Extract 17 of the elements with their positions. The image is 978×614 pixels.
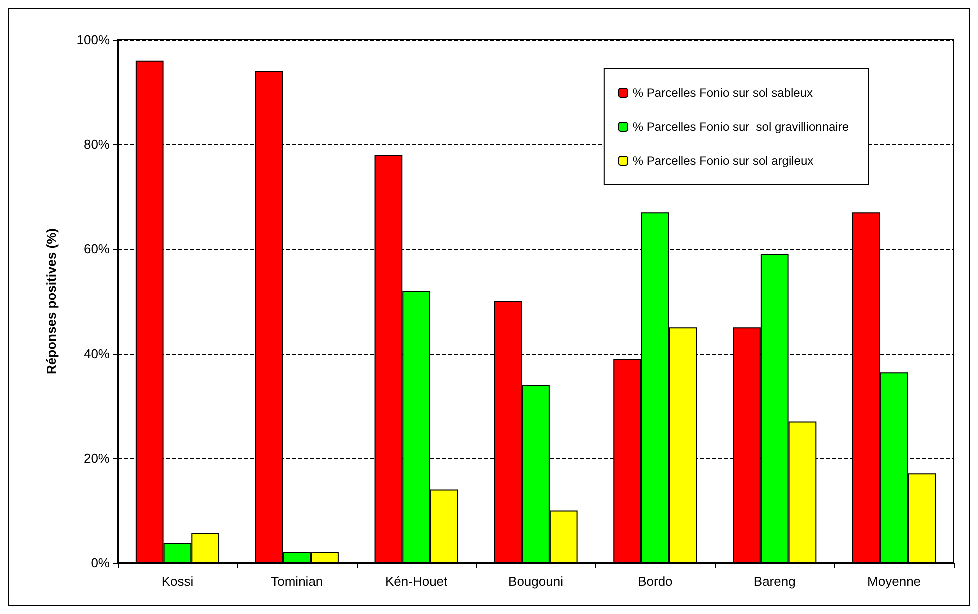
y-tick-label: 60% — [84, 242, 110, 257]
x-tick-label: Kén-Houet — [385, 574, 448, 589]
y-axis-title: Réponses positives (%) — [44, 228, 59, 374]
y-tick-label: 80% — [84, 137, 110, 152]
y-tick-label: 40% — [84, 346, 110, 362]
x-tick-label: Bordo — [638, 574, 673, 589]
y-tick-label: 20% — [84, 450, 110, 466]
x-tick-label: Tominian — [271, 574, 324, 589]
x-tick-label: Moyenne — [868, 574, 922, 589]
x-tick-label: Kossi — [162, 574, 194, 589]
y-tick-label: 100% — [76, 32, 110, 48]
legend-label: % Parcelles Fonio sur sol gravillionnaire — [632, 120, 850, 134]
x-tick-label: Bougouni — [508, 574, 564, 589]
y-tick-label: 0% — [91, 556, 110, 570]
x-tick-label: Bareng — [754, 574, 796, 589]
legend-label: % Parcelles Fonio sur sol sableux — [632, 86, 813, 100]
legend-label: % Parcelles Fonio sur sol argileux — [632, 154, 814, 168]
